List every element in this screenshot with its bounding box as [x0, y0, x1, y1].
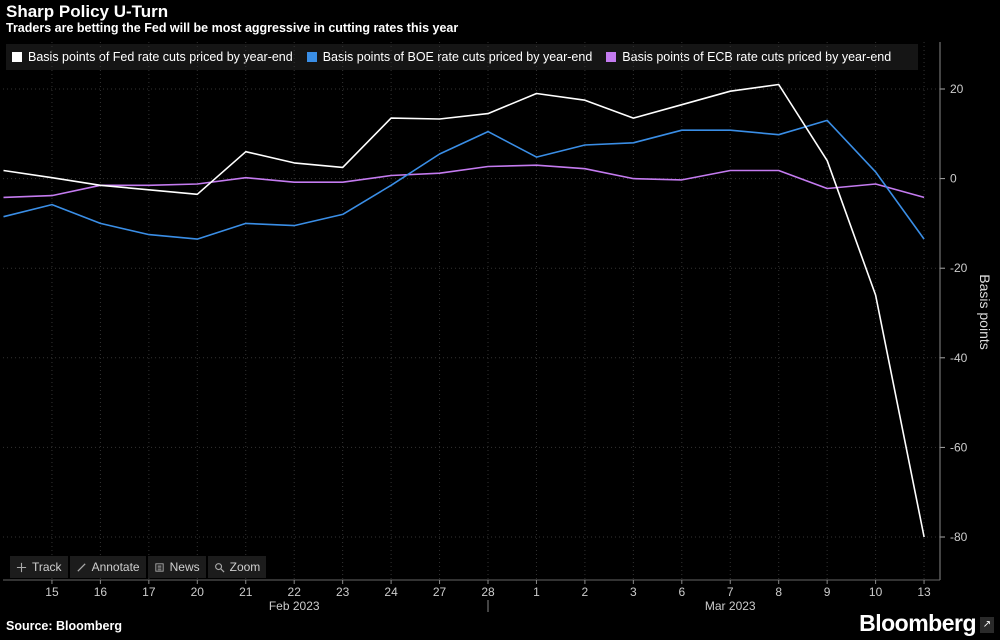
legend-item-boe[interactable]: Basis points of BOE rate cuts priced by …: [306, 50, 593, 64]
y-tick-label: -40: [950, 351, 968, 365]
chart-subtitle: Traders are betting the Fed will be most…: [6, 21, 459, 35]
y-tick-label: 20: [950, 82, 964, 96]
ecb-line: [3, 164, 925, 199]
zoom-label: Zoom: [229, 560, 261, 574]
x-tick-label: 20: [191, 585, 205, 599]
x-tick-label: 7: [727, 585, 734, 599]
bloomberg-logo: Bloomberg: [859, 610, 976, 636]
legend-item-fed[interactable]: Basis points of Fed rate cuts priced by …: [12, 50, 293, 64]
y-tick-label: -20: [950, 261, 968, 275]
annotate-button[interactable]: Annotate: [69, 556, 146, 578]
news-button[interactable]: News: [147, 556, 206, 578]
pencil-icon: [76, 562, 86, 572]
x-tick-label: 17: [142, 585, 156, 599]
month-label: Feb 2023: [269, 599, 320, 613]
x-tick-label: 9: [824, 585, 831, 599]
legend-label-fed: Basis points of Fed rate cuts priced by …: [28, 50, 293, 64]
legend-label-boe: Basis points of BOE rate cuts priced by …: [322, 50, 593, 64]
chart-legend: Basis points of Fed rate cuts priced by …: [6, 44, 918, 70]
x-tick-label: 6: [678, 585, 685, 599]
news-icon: [154, 562, 164, 572]
y-tick-label: -60: [950, 440, 968, 454]
x-tick-label: 3: [630, 585, 637, 599]
x-tick-label: 10: [869, 585, 883, 599]
magnifier-icon: [214, 562, 225, 573]
track-label: Track: [32, 560, 62, 574]
fed-line: [3, 83, 925, 538]
x-tick-label: 15: [45, 585, 59, 599]
y-tick-label: 0: [950, 172, 957, 186]
x-tick-label: 13: [917, 585, 931, 599]
y-tick-label: -80: [950, 530, 968, 544]
month-label: Mar 2023: [705, 599, 756, 613]
x-tick-label: 28: [481, 585, 495, 599]
crosshair-icon: [16, 562, 27, 572]
legend-item-ecb[interactable]: Basis points of ECB rate cuts priced by …: [606, 50, 891, 64]
y-axis-label: Basis points: [977, 274, 993, 349]
x-tick-label: 8: [775, 585, 782, 599]
legend-swatch-fed: [12, 52, 22, 62]
track-button[interactable]: Track: [10, 556, 68, 578]
annotate-label: Annotate: [91, 560, 140, 574]
x-tick-label: 23: [336, 585, 350, 599]
expand-icon[interactable]: ↗: [980, 617, 994, 633]
x-tick-label: 24: [384, 585, 398, 599]
zoom-button[interactable]: Zoom: [207, 556, 267, 578]
x-tick-label: 27: [433, 585, 447, 599]
source-note: Source: Bloomberg: [6, 619, 122, 633]
legend-swatch-ecb: [606, 52, 617, 62]
boe-line: [3, 119, 925, 240]
news-label: News: [169, 560, 200, 574]
legend-swatch-boe: [306, 52, 317, 62]
x-tick-label: 21: [239, 585, 253, 599]
chart-title: Sharp Policy U-Turn: [6, 2, 169, 21]
x-tick-label: 1: [533, 585, 540, 599]
x-tick-label: 22: [288, 585, 302, 599]
chart-toolbar: Track Annotate News Zoom: [10, 556, 267, 578]
x-tick-label: 16: [94, 585, 108, 599]
x-tick-label: 2: [582, 585, 589, 599]
legend-label-ecb: Basis points of ECB rate cuts priced by …: [622, 50, 892, 64]
